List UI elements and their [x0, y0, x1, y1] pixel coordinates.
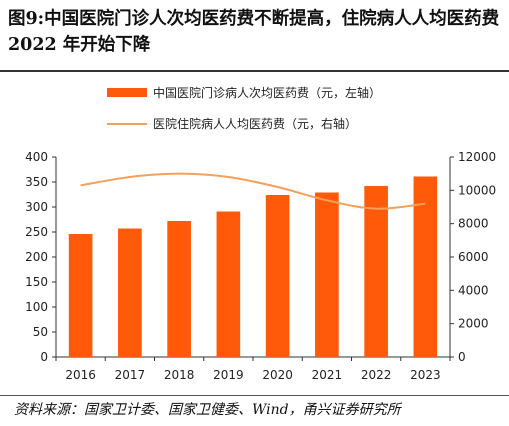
right-tick-label: 2000: [458, 317, 489, 331]
chart-title: 图9:中国医院门诊人次均医药费不断提高，住院病人人均医药费 2022 年开始下降: [8, 9, 500, 55]
left-tick-label: 300: [25, 200, 48, 214]
right-tick-label: 4000: [458, 283, 489, 297]
bar: [315, 192, 339, 357]
right-tick-label: 12000: [458, 150, 496, 164]
right-tick-label: 8000: [458, 217, 489, 231]
x-tick-label: 2021: [312, 368, 343, 382]
x-tick-label: 2020: [262, 368, 293, 382]
bar: [265, 195, 290, 357]
legend-label-bar: 中国医院门诊病人次均医药费（元，左轴）: [153, 85, 381, 100]
left-tick-label: 100: [25, 300, 48, 314]
series-line: [80, 172, 426, 210]
right-tick-label: 10000: [458, 183, 496, 197]
x-tick-label: 2022: [361, 368, 392, 382]
legend-label-line: 医院住院病人人均医药费（元，右轴）: [153, 116, 357, 131]
legend-swatch-bar: [107, 88, 147, 97]
bar: [216, 211, 241, 357]
x-tick-label: 2018: [164, 368, 195, 382]
bar: [413, 176, 438, 357]
left-tick-label: 250: [25, 225, 48, 239]
chart: 中国医院门诊病人次均医药费（元，左轴） 医院住院病人人均医药费（元，右轴） 0 5…: [25, 85, 496, 382]
x-tick-label: 2017: [115, 368, 146, 382]
bar: [68, 234, 93, 357]
x-tick-label: 2023: [410, 368, 441, 382]
left-tick-label: 150: [25, 275, 48, 289]
bar: [118, 228, 142, 357]
left-tick-label: 0: [40, 350, 48, 364]
title-divider: [0, 70, 509, 72]
x-tick-label: 2016: [65, 368, 96, 382]
left-tick-label: 350: [25, 175, 48, 189]
source-note: 资料来源：国家卫计委、国家卫健委、Wind，甬兴证券研究所: [14, 402, 401, 418]
x-tick-label: 2019: [213, 368, 244, 382]
source-divider: [0, 395, 509, 396]
bar: [167, 221, 191, 357]
left-tick-label: 200: [25, 250, 48, 264]
right-tick-label: 0: [458, 350, 466, 364]
legend: 中国医院门诊病人次均医药费（元，左轴） 医院住院病人人均医药费（元，右轴）: [107, 85, 381, 131]
left-tick-label: 400: [25, 150, 48, 164]
left-tick-label: 50: [33, 325, 48, 339]
bar: [364, 186, 388, 357]
right-tick-label: 6000: [458, 250, 489, 264]
